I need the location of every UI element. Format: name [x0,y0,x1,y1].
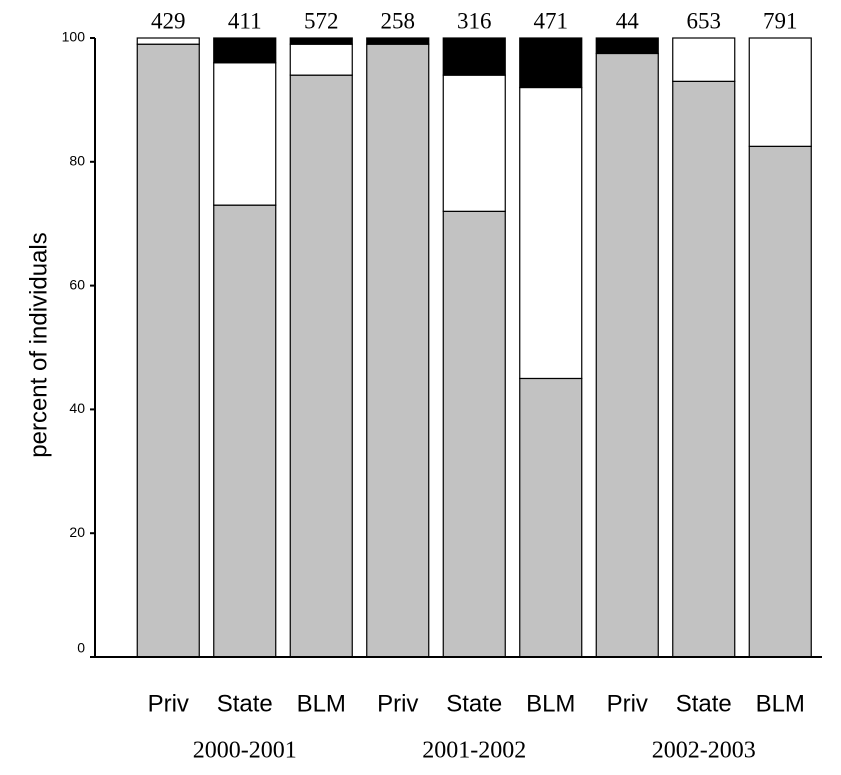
bar-segment [136,37,200,45]
bar-segment [595,37,659,55]
y-tick-label: 60 [69,276,85,292]
sample-size-label: 572 [304,8,339,33]
y-tick-label: 20 [69,524,85,540]
bar-segment [366,43,430,658]
x-tick-label: Priv [607,690,648,717]
x-tick-label: State [676,690,732,717]
y-axis-label: percent of individuals [25,232,52,457]
bar-segment [672,37,736,82]
bar-segment [672,80,736,658]
y-tick-label: 40 [69,400,85,416]
bar-segment [136,43,200,658]
bar-segment [748,145,812,658]
sample-size-label: 316 [457,8,492,33]
x-tick-label: Priv [148,690,189,717]
bar-segment [289,74,353,658]
bar-segment [213,204,277,658]
group-label: 2001-2002 [422,738,526,764]
y-tick-label: 80 [69,153,85,169]
bar-segment [442,210,506,658]
sample-size-label: 429 [151,8,186,33]
x-tick-label: BLM [756,690,805,717]
bar-segment [213,37,277,64]
x-tick-label: BLM [297,690,346,717]
bar-segment [442,37,506,76]
group-label: 2002-2003 [652,738,756,764]
y-tick-label: 0 [77,640,85,656]
bar-segment [519,86,583,380]
x-tick-label: BLM [526,690,575,717]
sample-size-label: 411 [228,8,262,33]
x-tick-label: Priv [377,690,418,717]
y-tick-label: 100 [62,29,86,45]
bar-segment [595,52,659,658]
bar-segment [366,37,430,45]
bar-segment [289,43,353,76]
bar-segment [442,74,506,212]
group-label: 2000-2001 [193,738,297,764]
bar-segment [213,62,277,206]
sample-size-label: 471 [534,8,569,33]
bar-segment [519,37,583,89]
sample-size-label: 44 [616,8,640,33]
bar-segment [748,37,812,147]
bar-segment [289,37,353,45]
x-tick-label: State [446,690,502,717]
sample-size-label: 653 [687,8,722,33]
bar-segment [519,377,583,658]
sample-size-label: 258 [381,8,416,33]
sample-size-label: 791 [763,8,798,33]
x-tick-label: State [217,690,273,717]
